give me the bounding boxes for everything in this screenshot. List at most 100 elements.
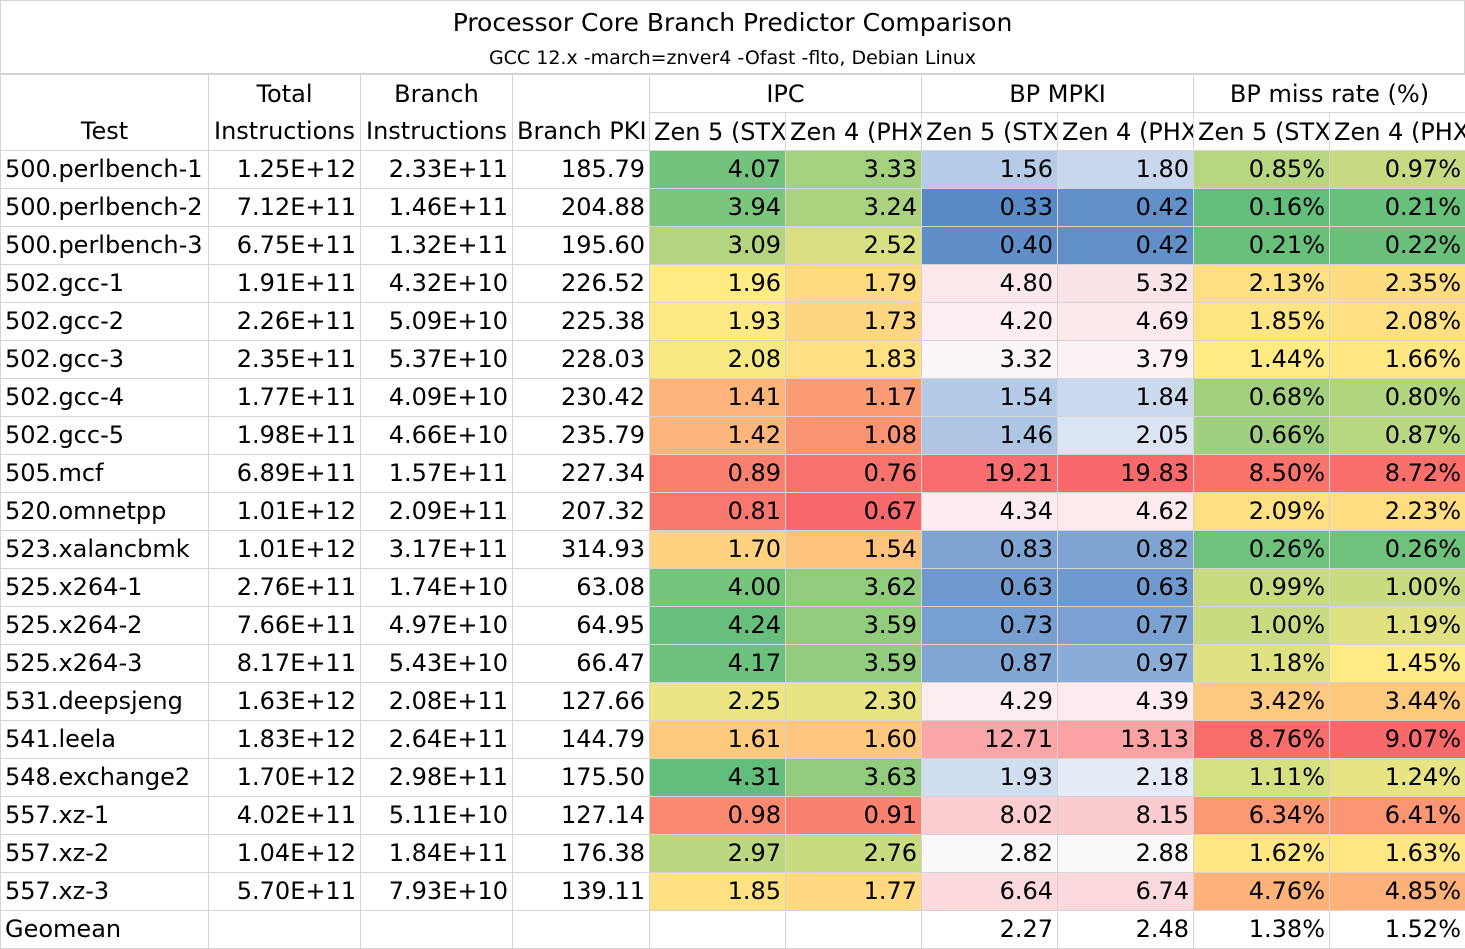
cell-ipc-zen5: 0.81	[649, 492, 786, 531]
cell-ipc-zen4: 1.54	[785, 530, 922, 569]
cell-geomean-mpki-zen4: 2.48	[1057, 910, 1194, 949]
cell-miss-zen4: 3.44%	[1328, 682, 1465, 721]
header-row-bottom: Test Instructions Instructions Branch PK…	[0, 112, 1465, 151]
table-row: 500.perlbench-2 7.12E+11 1.46E+11 204.88 3.9…	[0, 188, 1465, 227]
cell-total-instructions: 1.04E+12	[208, 834, 361, 873]
cell-mpki-zen4: 13.13	[1057, 720, 1194, 759]
cell-ipc-zen4: 3.59	[785, 644, 922, 683]
cell-branch-instructions: 5.09E+10	[360, 302, 513, 341]
cell-branch-pki: 63.08	[512, 568, 650, 607]
cell-ipc-zen4: 2.30	[785, 682, 922, 721]
table-row: 505.mcf 6.89E+11 1.57E+11 227.34 0.89 0.76 19.…	[0, 454, 1465, 493]
cell-ipc-zen5: 1.61	[649, 720, 786, 759]
cell-mpki-zen4: 1.80	[1057, 150, 1194, 189]
cell-branch-instructions: 1.46E+11	[360, 188, 513, 227]
cell-test: 520.omnetpp	[0, 492, 209, 531]
cell-miss-zen4: 0.26%	[1328, 530, 1465, 569]
cell-test: 500.perlbench-3	[0, 226, 209, 265]
cell-branch-pki: 235.79	[512, 416, 650, 455]
cell-mpki-zen5: 8.02	[921, 796, 1058, 835]
cell-geomean-miss-zen4: 1.52%	[1328, 910, 1465, 949]
cell-miss-zen5: 2.09%	[1193, 492, 1330, 531]
header-ipc-zen5: Zen 5 (STX)	[649, 112, 786, 151]
cell-test: 505.mcf	[0, 454, 209, 493]
cell-test: 523.xalancbmk	[0, 530, 209, 569]
cell-ipc-zen5: 1.42	[649, 416, 786, 455]
cell-total-instructions: 1.01E+12	[208, 492, 361, 531]
cell-branch-instructions: 2.64E+11	[360, 720, 513, 759]
cell-ipc-zen5: 4.07	[649, 150, 786, 189]
cell-mpki-zen4: 0.82	[1057, 530, 1194, 569]
cell-miss-zen5: 0.26%	[1193, 530, 1330, 569]
cell-total-instructions: 1.98E+11	[208, 416, 361, 455]
cell-branch-pki: 127.66	[512, 682, 650, 721]
table-row: 523.xalancbmk 1.01E+12 3.17E+11 314.93 1.70 1…	[0, 530, 1465, 569]
cell-miss-zen5: 1.11%	[1193, 758, 1330, 797]
cell-branch-pki: 64.95	[512, 606, 650, 645]
cell-ipc-zen5: 3.94	[649, 188, 786, 227]
cell-ipc-zen4: 1.79	[785, 264, 922, 303]
cell-miss-zen5: 2.13%	[1193, 264, 1330, 303]
cell-mpki-zen5: 0.40	[921, 226, 1058, 265]
cell-empty	[785, 910, 922, 949]
cell-test: 502.gcc-1	[0, 264, 209, 303]
table-row: 502.gcc-3 2.35E+11 5.37E+10 228.03 2.08 1.83 3…	[0, 340, 1465, 379]
cell-branch-instructions: 2.08E+11	[360, 682, 513, 721]
table-row: 520.omnetpp 1.01E+12 2.09E+11 207.32 0.81 0.6…	[0, 492, 1465, 531]
cell-ipc-zen4: 3.24	[785, 188, 922, 227]
cell-total-instructions: 6.89E+11	[208, 454, 361, 493]
cell-ipc-zen5: 2.97	[649, 834, 786, 873]
header-ipc-zen4: Zen 4 (PHX)	[785, 112, 922, 151]
header-mpki-zen4: Zen 4 (PHX)	[1057, 112, 1194, 151]
cell-miss-zen4: 0.22%	[1328, 226, 1465, 265]
cell-geomean-miss-zen5: 1.38%	[1193, 910, 1330, 949]
cell-mpki-zen5: 0.63	[921, 568, 1058, 607]
cell-total-instructions: 7.12E+11	[208, 188, 361, 227]
cell-miss-zen5: 8.76%	[1193, 720, 1330, 759]
cell-ipc-zen4: 0.76	[785, 454, 922, 493]
header-miss-zen4: Zen 4 (PHX)	[1328, 112, 1465, 151]
header-test-top	[0, 74, 209, 113]
cell-total-instructions: 1.77E+11	[208, 378, 361, 417]
cell-miss-zen5: 1.44%	[1193, 340, 1330, 379]
cell-mpki-zen5: 1.46	[921, 416, 1058, 455]
cell-ipc-zen5: 4.17	[649, 644, 786, 683]
cell-branch-instructions: 5.11E+10	[360, 796, 513, 835]
cell-ipc-zen4: 1.83	[785, 340, 922, 379]
cell-total-instructions: 2.76E+11	[208, 568, 361, 607]
cell-test: 502.gcc-2	[0, 302, 209, 341]
cell-mpki-zen4: 6.74	[1057, 872, 1194, 911]
cell-total-instructions: 5.70E+11	[208, 872, 361, 911]
cell-branch-pki: 185.79	[512, 150, 650, 189]
cell-mpki-zen4: 2.05	[1057, 416, 1194, 455]
cell-miss-zen4: 1.66%	[1328, 340, 1465, 379]
header-mpki-zen5: Zen 5 (STX)	[921, 112, 1058, 151]
cell-miss-zen5: 6.34%	[1193, 796, 1330, 835]
cell-ipc-zen5: 4.24	[649, 606, 786, 645]
cell-ipc-zen5: 0.89	[649, 454, 786, 493]
cell-mpki-zen4: 5.32	[1057, 264, 1194, 303]
cell-miss-zen4: 0.97%	[1328, 150, 1465, 189]
cell-mpki-zen5: 4.80	[921, 264, 1058, 303]
cell-ipc-zen4: 1.73	[785, 302, 922, 341]
cell-branch-instructions: 3.17E+11	[360, 530, 513, 569]
cell-miss-zen4: 2.23%	[1328, 492, 1465, 531]
cell-total-instructions: 6.75E+11	[208, 226, 361, 265]
cell-total-instructions: 1.83E+12	[208, 720, 361, 759]
cell-ipc-zen4: 1.77	[785, 872, 922, 911]
cell-ipc-zen4: 1.17	[785, 378, 922, 417]
cell-miss-zen4: 6.41%	[1328, 796, 1465, 835]
cell-ipc-zen5: 1.96	[649, 264, 786, 303]
cell-total-instructions: 1.91E+11	[208, 264, 361, 303]
cell-total-instructions: 2.26E+11	[208, 302, 361, 341]
cell-branch-pki: 66.47	[512, 644, 650, 683]
cell-empty	[649, 910, 786, 949]
cell-ipc-zen5: 4.31	[649, 758, 786, 797]
cell-branch-pki: 127.14	[512, 796, 650, 835]
table-body: 500.perlbench-1 1.25E+12 2.33E+11 185.79 4.0…	[0, 150, 1465, 949]
cell-mpki-zen5: 0.73	[921, 606, 1058, 645]
cell-mpki-zen5: 19.21	[921, 454, 1058, 493]
table-row: 502.gcc-4 1.77E+11 4.09E+10 230.42 1.41 1.17 1…	[0, 378, 1465, 417]
cell-test: 525.x264-3	[0, 644, 209, 683]
cell-test: 502.gcc-4	[0, 378, 209, 417]
